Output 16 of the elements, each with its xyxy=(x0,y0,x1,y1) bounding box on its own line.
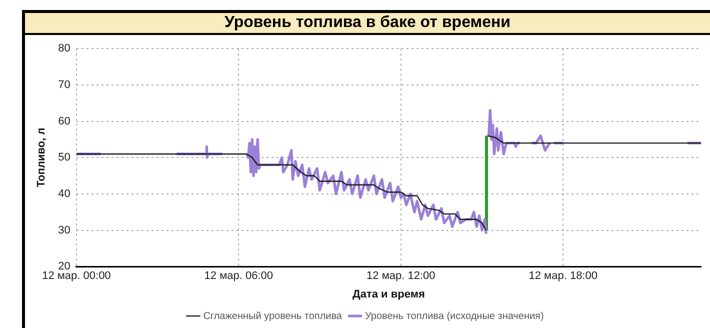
y-tick-label: 40 xyxy=(58,188,70,200)
chart-title: Уровень топлива в баке от времени xyxy=(25,13,710,35)
y-tick-label: 30 xyxy=(58,224,70,236)
x-tick-label: 12 мар. 18:00 xyxy=(528,270,598,282)
legend-label: Уровень топлива (исходные значения) xyxy=(365,310,544,322)
y-tick-label: 60 xyxy=(58,115,70,128)
x-tick-label: 12 мар. 00:00 xyxy=(42,270,111,282)
y-axis-title: Топливо, л xyxy=(36,128,48,188)
legend-label: Сглаженный уровень топлива xyxy=(203,310,342,322)
y-tick-label: 80 xyxy=(58,42,70,55)
x-tick-label: 12 мар. 06:00 xyxy=(204,270,274,282)
y-tick-label: 70 xyxy=(58,78,70,91)
y-tick-label: 20 xyxy=(58,260,70,273)
x-axis-title: Дата и время xyxy=(352,288,425,300)
y-tick-label: 50 xyxy=(58,152,70,164)
x-tick-label: 12 мар. 12:00 xyxy=(366,270,436,282)
